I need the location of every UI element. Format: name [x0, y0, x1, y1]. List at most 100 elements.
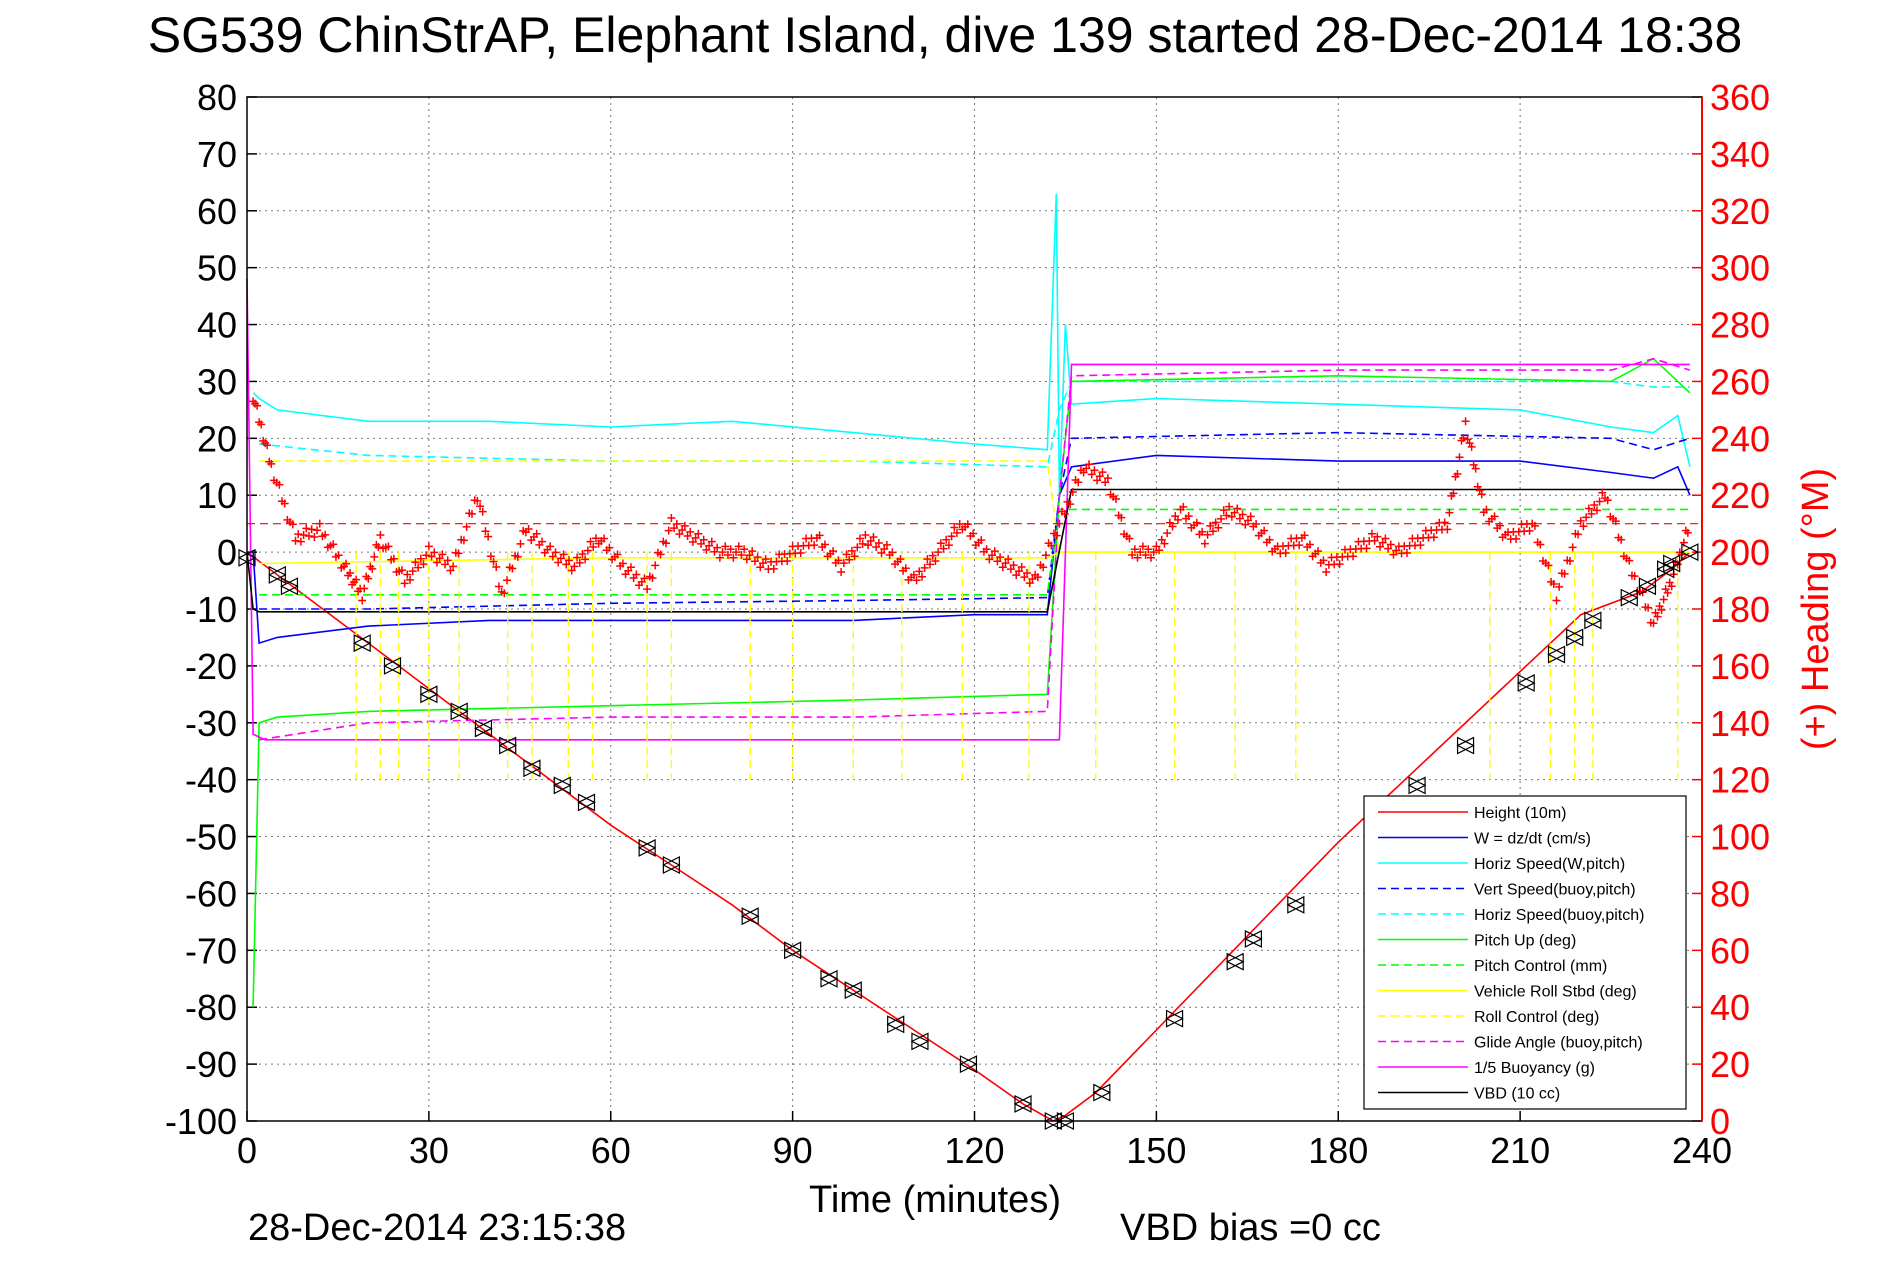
heading-marker [1568, 543, 1577, 552]
heading-marker [707, 537, 716, 546]
height-marker [498, 736, 518, 755]
heading-marker [1530, 521, 1539, 530]
heading-marker [489, 557, 498, 566]
heading-marker [955, 519, 964, 528]
heading-marker [1384, 544, 1393, 553]
heading-marker [1461, 417, 1470, 426]
x-tick-label: 120 [944, 1130, 1004, 1171]
heading-marker [1055, 519, 1064, 528]
legend-entry: Vert Speed(buoy,pitch) [1474, 882, 1636, 899]
heading-marker [858, 539, 867, 548]
height-marker [959, 1055, 978, 1074]
heading-marker [1544, 561, 1553, 570]
heading-marker [313, 526, 322, 535]
heading-marker [829, 547, 838, 556]
heading-marker [500, 589, 509, 598]
x-tick-label: 180 [1308, 1130, 1368, 1171]
heading-marker [1376, 542, 1385, 551]
heading-marker [1322, 568, 1331, 577]
heading-marker [1389, 550, 1398, 559]
footer-timestamp: 28-Dec-2014 23:15:38 [248, 1207, 626, 1249]
heading-marker [683, 531, 692, 540]
x-tick-label: 60 [591, 1130, 631, 1171]
heading-marker [508, 564, 517, 573]
legend-entry: Horiz Speed(W,pitch) [1474, 856, 1625, 873]
heading-marker [364, 574, 373, 583]
heading-marker [758, 559, 767, 568]
heading-marker [1378, 538, 1387, 547]
right-tick-label: 180 [1710, 589, 1770, 630]
heading-marker [834, 556, 843, 565]
heading-marker [1574, 530, 1583, 539]
heading-markers [247, 397, 1702, 628]
heading-marker [556, 554, 565, 563]
heading-marker [877, 549, 886, 558]
heading-marker [920, 563, 929, 572]
height-marker [1013, 1094, 1033, 1113]
heading-marker [934, 548, 943, 557]
heading-marker [1238, 510, 1247, 519]
heading-marker [1117, 513, 1126, 522]
heading-marker [441, 560, 450, 569]
height-marker [449, 702, 469, 721]
heading-marker [1009, 561, 1018, 570]
heading-marker [1402, 549, 1411, 558]
heading-marker [307, 525, 316, 534]
heading-marker [694, 529, 703, 538]
chart-title: SG539 ChinStrAP, Elephant Island, dive 1… [148, 7, 1743, 63]
heading-marker [1440, 518, 1449, 527]
heading-marker [769, 564, 778, 573]
heading-marker [675, 530, 684, 539]
heading-marker [564, 556, 573, 565]
heading-marker [1490, 512, 1499, 521]
heading-marker [1079, 468, 1088, 477]
heading-marker [1595, 497, 1604, 506]
heading-marker [1041, 551, 1050, 560]
heading-marker [492, 562, 501, 571]
heading-marker [678, 525, 687, 534]
heading-marker [422, 551, 431, 560]
heading-marker [1130, 545, 1139, 554]
heading-marker [872, 543, 881, 552]
height-marker [637, 838, 657, 857]
height-marker [1244, 929, 1263, 948]
heading-marker [882, 540, 891, 549]
heading-marker [1001, 559, 1010, 568]
heading-marker [389, 554, 398, 563]
heading-marker [605, 543, 614, 552]
legend-entry: Glide Angle (buoy,pitch) [1474, 1035, 1643, 1052]
y-tick-label: -20 [185, 646, 237, 687]
heading-marker [1006, 565, 1015, 574]
height-marker [1565, 628, 1585, 647]
heading-marker [583, 546, 592, 555]
heading-marker [446, 566, 455, 575]
heading-marker [1644, 603, 1653, 612]
heading-marker [869, 532, 878, 541]
heading-marker [397, 566, 406, 575]
y-tick-label: -60 [185, 873, 237, 914]
heading-marker [1173, 515, 1182, 524]
heading-marker [699, 535, 708, 544]
heading-marker [1445, 508, 1454, 517]
heading-marker [1579, 522, 1588, 531]
y-tick-label: 60 [197, 191, 237, 232]
heading-marker [931, 556, 940, 565]
heading-marker [1160, 539, 1169, 548]
heading-marker [847, 546, 856, 555]
heading-marker [400, 579, 409, 588]
heading-marker [750, 557, 759, 566]
heading-marker [403, 570, 412, 579]
heading-marker [1203, 530, 1212, 539]
heading-marker [969, 529, 978, 538]
heading-marker [926, 560, 935, 569]
heading-marker [384, 542, 393, 551]
heading-marker [257, 420, 266, 429]
heading-marker [820, 540, 829, 549]
y-tick-label: 30 [197, 361, 237, 402]
heading-marker [923, 555, 932, 564]
series-line [246, 278, 1690, 741]
heading-marker [734, 542, 743, 551]
heading-marker [1241, 520, 1250, 529]
heading-marker [1052, 531, 1061, 540]
height-marker [474, 719, 493, 738]
